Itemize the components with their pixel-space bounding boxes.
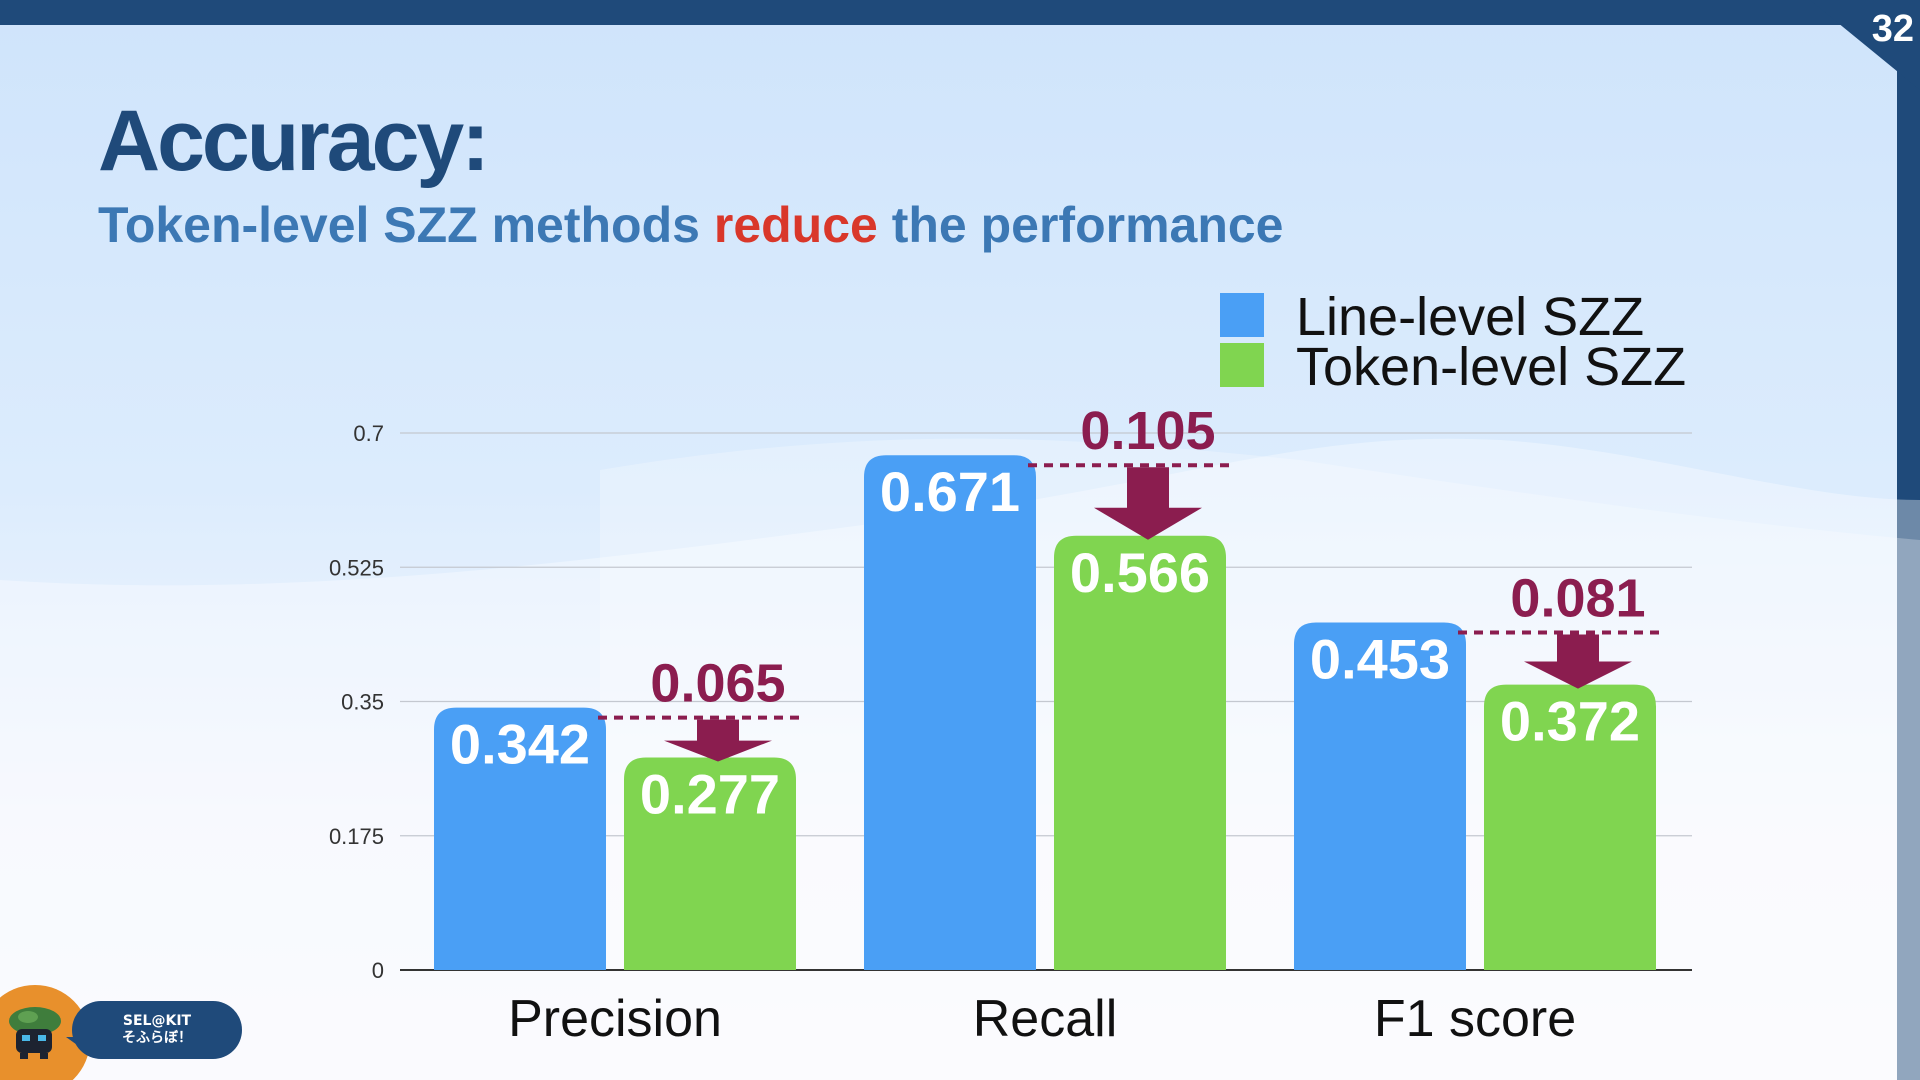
badge-bubble: SEL@KIT そふらぼ！ [72, 1001, 242, 1059]
legend-label-token-level: Token-level SZZ [1296, 337, 1687, 397]
data-label: 0.453 [1310, 627, 1450, 690]
data-label: 0.671 [880, 460, 1020, 523]
y-tick-label: 0 [372, 958, 384, 983]
badge-line2: そふらぼ！ [122, 1030, 192, 1046]
page-number: 32 [1871, 8, 1914, 50]
token-level-bar-precision [624, 757, 796, 970]
top-band [0, 0, 1920, 25]
difference-label: 0.105 [1080, 401, 1215, 461]
data-label: 0.342 [450, 713, 590, 776]
data-label: 0.277 [640, 763, 780, 826]
badge-line1: SEL@KIT [122, 1013, 192, 1029]
subtitle-part2: the performance [877, 197, 1284, 253]
subtitle-highlight: reduce [713, 197, 878, 253]
legend-swatch-token-level [1220, 343, 1264, 387]
x-category-label: Precision [508, 990, 722, 1048]
slide-title: Accuracy: [98, 93, 490, 189]
x-category-label: F1 score [1374, 990, 1576, 1048]
y-tick-label: 0.7 [353, 421, 384, 446]
down-arrow-icon [1524, 634, 1632, 689]
y-tick-label: 0.525 [329, 555, 384, 580]
token-level-bar-recall [1054, 535, 1226, 970]
line-level-bar-f1-score [1294, 622, 1466, 970]
down-arrow-icon [664, 719, 772, 762]
token-level-bar-f1-score [1484, 684, 1656, 970]
slide-subtitle: Token-level SZZ methods reduce the perfo… [98, 196, 1284, 254]
data-label: 0.566 [1070, 541, 1210, 604]
data-label: 0.372 [1500, 690, 1640, 753]
difference-label: 0.081 [1510, 568, 1645, 628]
badge-bubble-tail [66, 1037, 80, 1047]
bird-mascot-icon [9, 1007, 61, 1059]
y-tick-label: 0.35 [341, 690, 384, 715]
right-band [1897, 0, 1920, 1080]
x-category-label: Recall [973, 990, 1118, 1048]
legend-label-line-level: Line-level SZZ [1296, 287, 1645, 347]
line-level-bar-recall [864, 455, 1036, 970]
legend-swatch-line-level [1220, 293, 1264, 337]
down-arrow-icon [1094, 467, 1202, 540]
line-level-bar-precision [434, 707, 606, 970]
sel-kit-badge[interactable]: SEL@KIT そふらぼ！ [0, 985, 250, 1080]
y-tick-label: 0.175 [329, 824, 384, 849]
subtitle-part1: Token-level SZZ methods [98, 197, 714, 253]
difference-label: 0.065 [650, 654, 785, 714]
